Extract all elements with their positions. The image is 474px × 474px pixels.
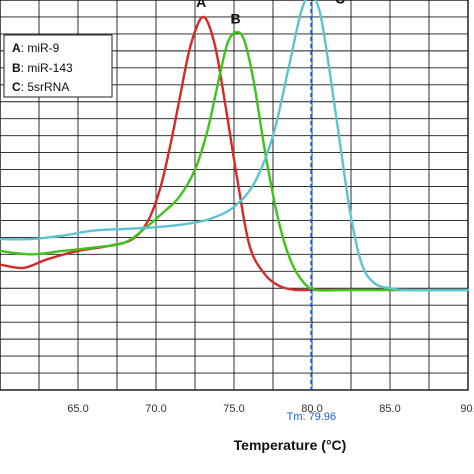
tm-label: Tm: 79.96 xyxy=(287,411,337,423)
reference-line-group: Tm: 79.96 xyxy=(281,2,342,423)
legend-key-b: B xyxy=(12,61,21,75)
legend-key-a: A xyxy=(12,41,21,55)
grid xyxy=(0,0,469,391)
tm-label-background xyxy=(281,408,342,423)
legend-sep-b: : xyxy=(21,61,28,75)
curve-label-a: A xyxy=(196,0,206,10)
legend-sep-a: : xyxy=(21,41,28,55)
x-tick-label: 70.0 xyxy=(145,403,166,415)
x-tick-labels: 65.0 70.0 75.0 80.0 85.0 90. xyxy=(67,403,474,415)
legend-key-c: C xyxy=(12,80,21,94)
series-line-b xyxy=(0,31,470,292)
legend-box xyxy=(3,34,113,98)
x-tick-label: 85.0 xyxy=(379,403,400,415)
x-axis-label: Temperature (°C) xyxy=(234,437,347,453)
x-tick-label: 90. xyxy=(460,403,474,415)
legend-entry-b: B: miR-143 xyxy=(12,61,73,75)
legend-label-c: 5srRNA xyxy=(27,80,69,94)
curve-label-b: B xyxy=(230,11,240,27)
curve-labels: A B C xyxy=(196,0,345,27)
series-line-c xyxy=(0,0,470,292)
legend-label-a: miR-9 xyxy=(27,41,59,55)
legend-sep-c: : xyxy=(21,80,28,94)
x-tick-label: 80.0 xyxy=(301,403,322,415)
x-tick-label: 75.0 xyxy=(223,403,244,415)
legend-entry-a: A: miR-9 xyxy=(12,41,60,55)
legend-entry-c: C: 5srRNA xyxy=(12,80,69,94)
legend-label-b: miR-143 xyxy=(27,61,73,75)
plot-frame xyxy=(0,0,469,391)
x-tick-label: 65.0 xyxy=(67,403,88,415)
legend: A: miR-9 B: miR-143 C: 5srRNA xyxy=(3,34,113,98)
series-group xyxy=(0,0,470,292)
curve-label-c: C xyxy=(335,0,345,6)
